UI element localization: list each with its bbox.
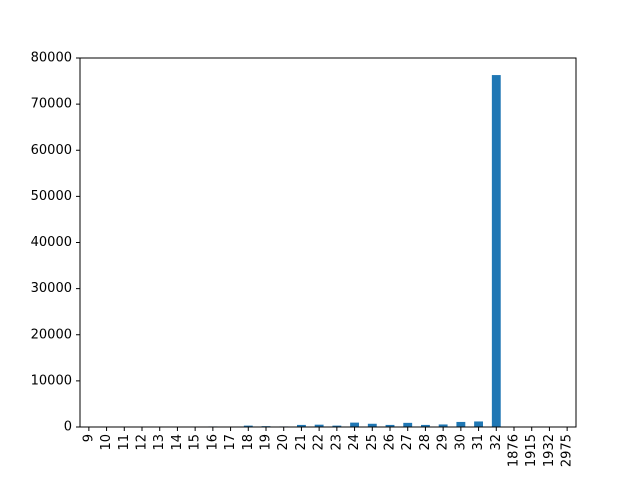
plot-frame xyxy=(79,57,577,428)
x-tick-label: 28 xyxy=(418,434,433,451)
x-tick-label: 11 xyxy=(117,434,132,451)
y-tick-label: 50000 xyxy=(31,189,72,204)
x-tick-label: 2975 xyxy=(560,434,575,467)
bar-22 xyxy=(314,424,324,427)
x-tick-label: 1932 xyxy=(542,434,557,467)
x-tick-label: 24 xyxy=(347,434,362,451)
x-tick-label: 12 xyxy=(135,434,150,451)
x-tick-label: 23 xyxy=(329,434,344,451)
x-tick-label: 19 xyxy=(259,434,274,451)
x-tick-label: 25 xyxy=(365,434,380,451)
x-tick-label: 29 xyxy=(436,434,451,451)
y-tick-label: 0 xyxy=(64,420,72,435)
bar-29 xyxy=(438,424,448,427)
bars-group xyxy=(84,75,501,427)
x-axis: 9 10 11 12 13 14 15 16 17 18 19 20 21 22 23 24 25 26 27 28 2… xyxy=(81,427,575,467)
bar-31 xyxy=(474,421,483,427)
bar-26 xyxy=(385,424,395,427)
y-tick-label: 80000 xyxy=(31,51,72,66)
bar-30 xyxy=(456,421,466,427)
bar-25 xyxy=(367,423,377,427)
bar-32 xyxy=(491,75,501,427)
x-tick-label: 9 xyxy=(81,434,96,442)
x-tick-label: 18 xyxy=(241,434,256,451)
x-tick-label: 30 xyxy=(453,434,468,451)
x-tick-label: 14 xyxy=(170,434,185,451)
x-tick-label: 17 xyxy=(223,434,238,451)
x-tick-label: 31 xyxy=(471,434,486,451)
y-tick-label: 30000 xyxy=(31,281,72,296)
y-tick-label: 60000 xyxy=(31,143,72,158)
x-tick-label: 10 xyxy=(99,434,114,451)
bar-27 xyxy=(403,422,413,427)
y-tick-label: 20000 xyxy=(31,327,72,342)
bar-23 xyxy=(332,425,342,427)
x-tick-label: 26 xyxy=(383,434,398,451)
bar-21 xyxy=(297,424,306,427)
x-tick-label: 20 xyxy=(276,434,291,451)
bar-18 xyxy=(243,425,253,427)
y-tick-label: 10000 xyxy=(31,373,72,388)
y-axis: 0 10000 20000 30000 40000 50000 60000 70000 8000… xyxy=(31,51,80,435)
x-tick-label: 27 xyxy=(400,434,415,451)
y-tick-label: 70000 xyxy=(31,97,72,112)
x-tick-label: 22 xyxy=(312,434,327,451)
x-tick-label: 13 xyxy=(152,434,167,451)
bar-24 xyxy=(350,422,359,427)
x-tick-label: 21 xyxy=(294,434,309,451)
y-tick-label: 40000 xyxy=(31,235,72,250)
x-tick-label: 16 xyxy=(205,434,220,451)
x-tick-label: 1915 xyxy=(524,434,539,467)
x-tick-label: 32 xyxy=(489,434,504,451)
x-tick-label: 1876 xyxy=(507,434,522,467)
x-tick-label: 15 xyxy=(188,434,203,451)
bar-28 xyxy=(421,424,430,427)
